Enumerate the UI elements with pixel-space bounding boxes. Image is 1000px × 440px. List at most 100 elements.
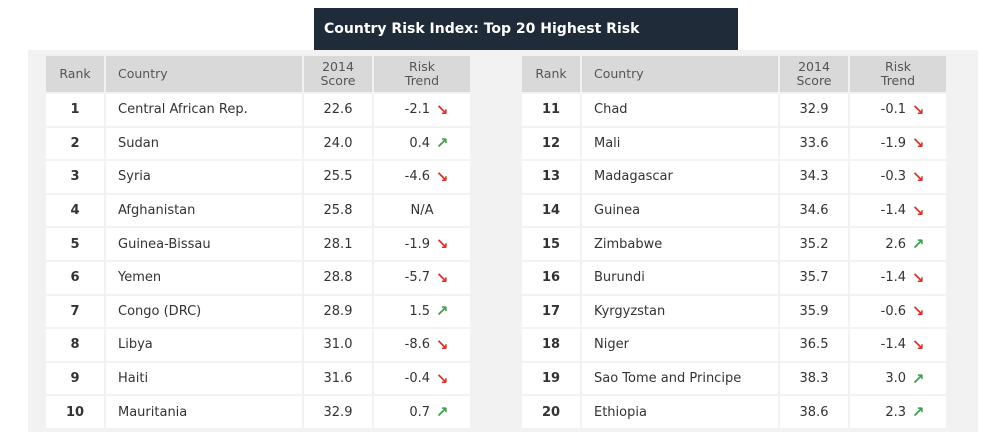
header-trend-line1: Risk: [409, 59, 435, 74]
trend-value: 2.3: [885, 404, 906, 420]
trend-value: -1.4: [880, 203, 906, 219]
header-rank: Rank: [522, 56, 580, 92]
country-cell: Syria: [106, 161, 302, 193]
arrow-down-right-icon: ↘: [911, 268, 925, 287]
rank-cell: 4: [46, 194, 104, 227]
header-trend: Risk Trend: [850, 56, 946, 92]
arrow-up-right-icon: ↗: [911, 235, 925, 254]
trend-value: -5.7: [404, 270, 430, 286]
trend-value: -1.9: [404, 236, 430, 252]
trend-value: 0.4: [409, 135, 430, 151]
trend-value: 2.6: [885, 236, 906, 252]
arrow-down-right-icon: ↘: [911, 134, 925, 153]
table-row: 7 Congo (DRC) 28.9 1.5 ↗: [46, 295, 470, 328]
score-cell: 35.7: [780, 261, 848, 294]
score-cell: 36.5: [780, 329, 848, 361]
table-row: 1 Central African Rep. 22.6 -2.1 ↘: [46, 94, 470, 126]
score-cell: 35.9: [780, 295, 848, 328]
arrow-down-right-icon: ↘: [911, 302, 925, 321]
rank-cell: 19: [522, 362, 580, 395]
trend-cell: -2.1 ↘: [374, 94, 470, 126]
rank-cell: 17: [522, 295, 580, 328]
score-cell: 28.1: [304, 228, 372, 260]
header-trend: Risk Trend: [374, 56, 470, 92]
arrow-up-right-icon: ↗: [911, 403, 925, 422]
score-cell: 34.6: [780, 194, 848, 227]
rank-cell: 16: [522, 261, 580, 294]
arrow-up-right-icon: ↗: [435, 403, 449, 422]
trend-cell: -5.7 ↘: [374, 261, 470, 294]
score-cell: 38.3: [780, 362, 848, 395]
arrow-up-right-icon: ↗: [911, 369, 925, 388]
rank-cell: 10: [46, 396, 104, 428]
table-row: 10 Mauritania 32.9 0.7 ↗: [46, 396, 470, 428]
rank-cell: 11: [522, 94, 580, 126]
risk-table-right: Rank Country 2014 Score Risk Trend 11 Chad 3…: [520, 54, 948, 430]
trend-value: -1.9: [880, 135, 906, 151]
country-cell: Haiti: [106, 362, 302, 395]
arrow-up-right-icon: ↗: [435, 134, 449, 153]
rank-cell: 5: [46, 228, 104, 260]
trend-cell: 0.4 ↗: [374, 127, 470, 160]
trend-cell: -0.6 ↘: [850, 295, 946, 328]
table-row: 14 Guinea 34.6 -1.4 ↘: [522, 194, 946, 227]
country-cell: Niger: [582, 329, 778, 361]
trend-cell: -4.6 ↘: [374, 161, 470, 193]
page-title: Country Risk Index: Top 20 Highest Risk: [314, 8, 738, 50]
rank-cell: 7: [46, 295, 104, 328]
table-row: 18 Niger 36.5 -1.4 ↘: [522, 329, 946, 361]
country-cell: Ethiopia: [582, 396, 778, 428]
rank-cell: 6: [46, 261, 104, 294]
trend-cell: 1.5 ↗: [374, 295, 470, 328]
country-cell: Sudan: [106, 127, 302, 160]
rank-cell: 15: [522, 228, 580, 260]
country-cell: Mauritania: [106, 396, 302, 428]
trend-value: -0.3: [880, 169, 906, 185]
country-cell: Yemen: [106, 261, 302, 294]
country-cell: Chad: [582, 94, 778, 126]
rank-cell: 9: [46, 362, 104, 395]
rank-cell: 13: [522, 161, 580, 193]
table-row: 13 Madagascar 34.3 -0.3 ↘: [522, 161, 946, 193]
rank-cell: 8: [46, 329, 104, 361]
country-cell: Kyrgyzstan: [582, 295, 778, 328]
table-row: 4 Afghanistan 25.8 N/A: [46, 194, 470, 227]
header-score: 2014 Score: [304, 56, 372, 92]
country-cell: Libya: [106, 329, 302, 361]
arrow-down-right-icon: ↘: [435, 235, 449, 254]
trend-value: -1.4: [880, 270, 906, 286]
header-country: Country: [106, 56, 302, 92]
rank-cell: 20: [522, 396, 580, 428]
table-row: 17 Kyrgyzstan 35.9 -0.6 ↘: [522, 295, 946, 328]
rank-cell: 2: [46, 127, 104, 160]
header-country: Country: [582, 56, 778, 92]
risk-table-left: Rank Country 2014 Score Risk Trend 1 Centra…: [44, 54, 472, 430]
trend-cell: -0.4 ↘: [374, 362, 470, 395]
header-score-line2: Score: [796, 73, 832, 88]
table-row: 2 Sudan 24.0 0.4 ↗: [46, 127, 470, 160]
country-cell: Congo (DRC): [106, 295, 302, 328]
header-score-line1: 2014: [798, 59, 830, 74]
country-cell: Guinea-Bissau: [106, 228, 302, 260]
trend-value: 1.5: [409, 303, 430, 319]
score-cell: 34.3: [780, 161, 848, 193]
score-cell: 31.0: [304, 329, 372, 361]
score-cell: 32.9: [780, 94, 848, 126]
country-cell: Madagascar: [582, 161, 778, 193]
table-row: 9 Haiti 31.6 -0.4 ↘: [46, 362, 470, 395]
trend-value: 0.7: [409, 404, 430, 420]
score-cell: 28.9: [304, 295, 372, 328]
score-cell: 32.9: [304, 396, 372, 428]
arrow-up-right-icon: ↗: [435, 302, 449, 321]
trend-cell: -1.4 ↘: [850, 194, 946, 227]
table-row: 12 Mali 33.6 -1.9 ↘: [522, 127, 946, 160]
trend-cell: -1.4 ↘: [850, 329, 946, 361]
trend-cell: -8.6 ↘: [374, 329, 470, 361]
trend-value: -0.6: [880, 303, 906, 319]
trend-cell: -1.9 ↘: [374, 228, 470, 260]
country-cell: Central African Rep.: [106, 94, 302, 126]
header-trend-line2: Trend: [880, 73, 916, 88]
score-cell: 33.6: [780, 127, 848, 160]
country-cell: Mali: [582, 127, 778, 160]
